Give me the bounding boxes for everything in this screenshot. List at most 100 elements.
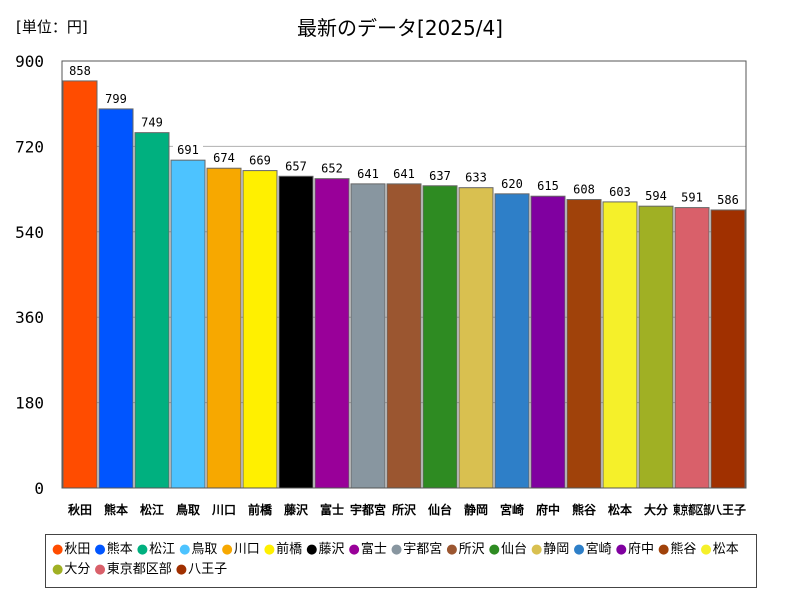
data-label-bg [173, 140, 203, 159]
y-tick-label: 900 [15, 52, 44, 71]
legend-entry: ●鳥取 [179, 540, 217, 560]
legend-label: 静岡 [543, 542, 570, 557]
legend-dot-icon: ● [221, 542, 233, 557]
legend-label: 東京都区部 [106, 562, 172, 577]
y-tick-label: 180 [15, 394, 44, 413]
data-label-bg [605, 181, 635, 200]
legend-entry: ●八王子 [176, 560, 227, 580]
legend-dot-icon: ● [263, 542, 276, 557]
legend-entry: ●所沢 [446, 540, 484, 560]
x-tick-label: 秋田 [68, 502, 92, 517]
data-label-bg [497, 173, 527, 192]
bar [458, 187, 494, 489]
bar [422, 185, 458, 489]
legend-label: 松本 [712, 542, 739, 557]
bar [134, 132, 170, 489]
data-label-bg [533, 176, 563, 195]
legend-dot-icon: ● [175, 562, 188, 577]
bar [314, 178, 350, 489]
legend-entry: ●川口 [221, 540, 259, 560]
legend-entry: ●熊本 [94, 540, 132, 560]
bar [98, 108, 134, 489]
bar [386, 183, 422, 489]
bar [494, 193, 530, 489]
y-tick-label: 0 [34, 479, 44, 498]
legend: ●秋田 ●熊本 ●松江 ●鳥取 ●川口 ●前橋 ●藤沢 ●富士 ●宇都宮 ●所沢 ●仙台 ●静岡 ●宮崎… [45, 534, 757, 588]
legend-dot-icon: ● [94, 562, 106, 577]
data-label: 608 [573, 183, 595, 197]
data-label: 591 [681, 191, 703, 205]
legend-entry: ●熊谷 [658, 540, 696, 560]
data-label: 633 [465, 171, 487, 185]
bar [566, 199, 602, 489]
data-label-bg [677, 187, 707, 206]
legend-dot-icon: ● [390, 542, 403, 557]
legend-label: 八王子 [188, 562, 228, 577]
legend-dot-icon: ● [615, 542, 628, 557]
x-tick-label: 府中 [536, 502, 560, 517]
data-label-bg [65, 60, 95, 79]
legend-dot-icon: ● [52, 562, 64, 577]
legend-entry: ●前橋 [264, 540, 302, 560]
legend-entry: ●府中 [616, 540, 654, 560]
legend-dot-icon: ● [573, 542, 585, 557]
legend-dot-icon: ● [530, 542, 543, 557]
data-label: 799 [105, 92, 127, 106]
bar [530, 195, 566, 489]
x-tick-label: 鳥取 [176, 502, 200, 517]
legend-label: 府中 [628, 542, 655, 557]
bar-chart: 0 180 360 540 720 900 858 秋田 799 熊本 749 松江 691 鳥取 674 川… [15, 52, 747, 517]
x-tick-label: 宇都宮 [350, 502, 386, 517]
data-label: 641 [393, 167, 415, 181]
legend-entry: ●秋田 [52, 540, 90, 560]
data-label: 641 [357, 167, 379, 181]
data-label: 594 [645, 189, 667, 203]
y-tick-label: 720 [15, 137, 44, 156]
legend-label: 宮崎 [585, 542, 612, 557]
y-tick-label: 360 [15, 308, 44, 327]
bar [278, 175, 314, 489]
legend-dot-icon: ● [700, 542, 712, 557]
data-label: 620 [501, 177, 523, 191]
legend-entry: ●松江 [137, 540, 175, 560]
data-label-bg [353, 163, 383, 182]
x-tick-label: 川口 [211, 503, 236, 517]
legend-dot-icon: ● [488, 542, 500, 557]
bar [602, 201, 638, 489]
data-label-bg [137, 112, 167, 131]
x-tick-label: 東京都区部 [673, 502, 711, 517]
legend-label: 前橋 [276, 542, 303, 557]
data-label: 691 [177, 143, 199, 157]
chart-title: 最新のデータ[2025/4] [297, 16, 503, 40]
data-label-bg [641, 186, 671, 205]
legend-label: 熊谷 [670, 542, 697, 557]
legend-label: 藤沢 [318, 542, 345, 557]
bar [710, 209, 746, 489]
legend-entry: ●大分 [52, 560, 90, 580]
legend-entry: ●仙台 [489, 540, 527, 560]
legend-label: 松江 [149, 542, 176, 557]
legend-label: 鳥取 [191, 542, 218, 557]
data-label-bg [281, 156, 311, 175]
bar [170, 159, 206, 489]
legend-label: 秋田 [64, 542, 91, 557]
bar [242, 170, 278, 489]
data-label-bg [461, 167, 491, 186]
x-tick-label: 宮崎 [500, 502, 524, 517]
bar [62, 80, 98, 489]
legend-label: 富士 [360, 542, 387, 557]
legend-dot-icon: ● [306, 542, 318, 557]
x-tick-label: 前橋 [248, 502, 273, 517]
data-label-bg [713, 189, 743, 208]
data-label: 615 [537, 179, 559, 193]
data-label-bg [569, 179, 599, 198]
data-label-bg [101, 88, 131, 107]
bar [638, 205, 674, 489]
x-tick-label: 大分 [644, 502, 668, 517]
legend-dot-icon: ● [658, 542, 670, 557]
legend-dot-icon: ● [94, 542, 106, 557]
legend-entry: ●宮崎 [573, 540, 611, 560]
legend-dot-icon: ● [136, 542, 149, 557]
legend-dot-icon: ● [348, 542, 360, 557]
